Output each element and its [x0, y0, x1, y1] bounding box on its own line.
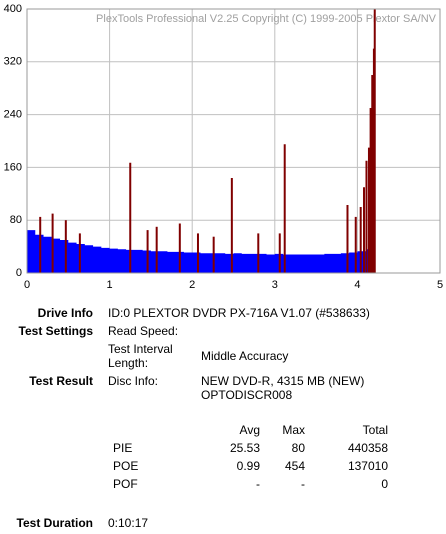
- label: Test Result: [29, 374, 93, 388]
- y-tick-label: 400: [4, 3, 22, 15]
- column-header: Max: [282, 423, 305, 437]
- cell: 25.53: [229, 441, 260, 455]
- label: Test Settings: [18, 324, 93, 338]
- cell: 454: [284, 459, 305, 473]
- value: 0:10:17: [108, 516, 149, 530]
- value: OPTODISCR008: [201, 388, 293, 402]
- pie-area: [27, 230, 374, 273]
- value: NEW DVD-R, 4315 MB (NEW): [201, 374, 365, 388]
- column-header: Total: [362, 423, 388, 437]
- y-tick-label: 320: [4, 56, 22, 68]
- plot-border: [26, 8, 441, 274]
- cell: 0.99: [236, 459, 260, 473]
- value: Middle Accuracy: [201, 349, 289, 363]
- plot-area: [26, 8, 441, 274]
- x-tick-label: 5: [437, 279, 443, 291]
- row-label: PIE: [113, 441, 133, 455]
- cell: 137010: [347, 459, 388, 473]
- row-label: POE: [113, 459, 139, 473]
- y-tick-label: 160: [4, 161, 22, 173]
- label: Disc Info:: [108, 374, 159, 388]
- cell: 80: [291, 441, 305, 455]
- cell: 440358: [347, 441, 388, 455]
- value: ID:0 PLEXTOR DVDR PX-716A V1.07 (#538633…: [108, 306, 370, 320]
- x-tick-label: 1: [107, 279, 113, 291]
- x-tick-label: 4: [354, 279, 360, 291]
- x-tick-label: 0: [24, 279, 30, 291]
- column-header: Avg: [239, 423, 260, 437]
- y-tick-label: 240: [4, 109, 22, 121]
- y-tick-label: 0: [16, 267, 22, 279]
- x-tick-label: 3: [272, 279, 278, 291]
- cell: 0: [381, 477, 388, 491]
- label: Drive Info: [37, 306, 93, 320]
- cell: -: [256, 477, 260, 491]
- label: Test Interval Length:: [108, 342, 173, 370]
- y-tick-label: 80: [10, 214, 22, 226]
- cell: -: [301, 477, 305, 491]
- label: Read Speed:: [108, 324, 179, 338]
- chart-title: PlexTools Professional V2.25 Copyright (…: [96, 13, 437, 25]
- x-tick-label: 2: [189, 279, 195, 291]
- label: Test Duration: [16, 516, 93, 530]
- row-label: POF: [113, 477, 138, 491]
- chart: PlexTools Professional V2.25 Copyright (…: [4, 3, 443, 291]
